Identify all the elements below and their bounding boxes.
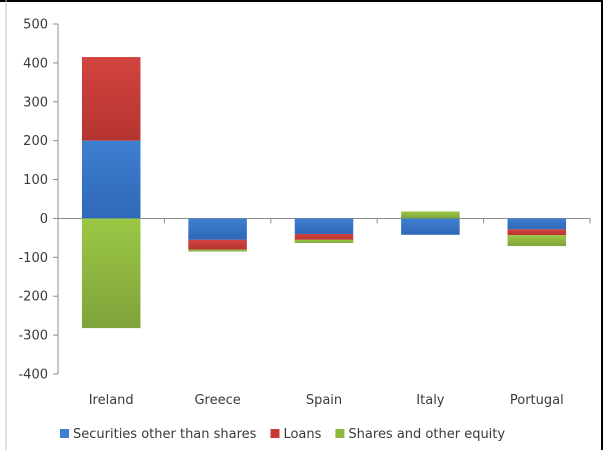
x-category-label: Ireland [89, 393, 134, 408]
bar-segment-spain-series-1 [294, 218, 354, 234]
plot-area: 500 400 300 200 100 0 -100 -200 -300 -400 Ireland G… [18, 18, 591, 408]
y-tick-label: -300 [18, 329, 48, 344]
bar-segment-spain-series-3 [294, 239, 354, 243]
legend-swatch [335, 429, 345, 438]
legend: Securities other than shares Loans Shares … [60, 427, 505, 442]
y-tick-label: 400 [23, 56, 48, 71]
x-category-label: Spain [306, 393, 342, 408]
y-tick-label: -400 [18, 368, 48, 383]
legend-label: Securities other than shares [73, 427, 257, 442]
bar-segment-italy-series-1 [401, 218, 460, 235]
legend-swatch [60, 429, 69, 438]
y-tick-label: 0 [40, 212, 48, 227]
bar-segment-spain-series-2 [294, 234, 354, 240]
bar-segment-italy-series-3 [401, 211, 460, 219]
legend-label: Loans [283, 427, 321, 442]
x-category-label: Greece [194, 393, 240, 408]
y-tick-label: -100 [18, 251, 48, 266]
bar-segment-ireland-series-2 [81, 57, 141, 141]
y-tick-label: 200 [23, 134, 48, 149]
bar-segment-portugal-series-2 [507, 229, 567, 236]
y-tick-label: 500 [23, 18, 48, 33]
bar-segment-ireland-series-1 [81, 140, 141, 219]
y-tick-label: -200 [18, 290, 48, 305]
legend-label: Shares and other equity [348, 427, 505, 442]
x-category-label: Italy [416, 393, 445, 408]
x-category-label: Portugal [510, 393, 564, 408]
bar-segment-portugal-series-1 [507, 218, 567, 230]
bar-segment-greece-series-1 [188, 218, 247, 240]
legend-swatch [270, 429, 280, 438]
bar-segment-ireland-series-3 [81, 218, 141, 329]
y-tick-label: 100 [23, 173, 48, 188]
y-tick-label: 300 [23, 95, 48, 110]
bar-segment-greece-series-3 [188, 249, 247, 252]
bar-segment-portugal-series-3 [507, 235, 567, 247]
bar-segment-greece-series-2 [188, 239, 247, 250]
